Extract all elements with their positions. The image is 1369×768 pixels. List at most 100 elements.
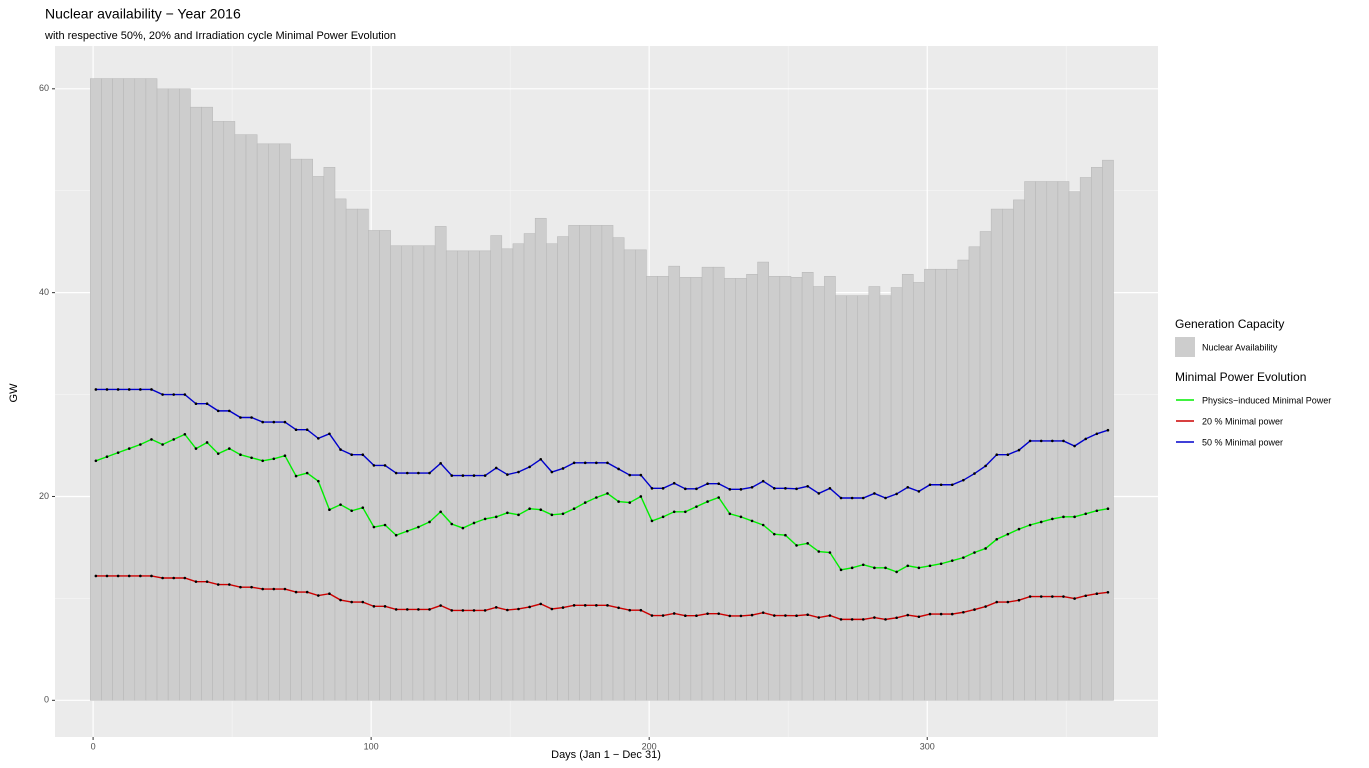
point [672, 481, 676, 485]
y-tick-label: 20 [39, 491, 49, 501]
point [528, 507, 531, 511]
point [606, 604, 609, 607]
point [417, 471, 420, 475]
point [995, 537, 999, 541]
point [672, 612, 676, 615]
point [772, 532, 776, 536]
point [583, 461, 587, 465]
point [283, 420, 287, 424]
point [339, 448, 342, 451]
y-tick-label: 0 [44, 695, 49, 705]
point [394, 608, 398, 611]
point [272, 457, 276, 461]
point [995, 600, 999, 604]
point [172, 438, 176, 441]
point [1039, 595, 1043, 598]
point [494, 606, 498, 609]
point [272, 587, 276, 591]
point [861, 563, 865, 567]
point [205, 441, 209, 444]
point [116, 451, 120, 454]
x-tick-label: 200 [642, 741, 657, 751]
x-tick-label: 100 [364, 741, 379, 751]
point [239, 453, 242, 456]
point [1073, 444, 1076, 448]
point [1006, 532, 1010, 536]
point [317, 479, 320, 483]
point [572, 461, 576, 465]
point [561, 512, 565, 516]
point [873, 492, 876, 495]
point [639, 495, 643, 498]
point [550, 607, 554, 611]
point [250, 416, 253, 419]
point [350, 600, 353, 604]
point [917, 490, 921, 493]
point [461, 609, 465, 612]
point [839, 496, 843, 500]
point [261, 420, 264, 424]
point [439, 510, 442, 514]
point [472, 609, 476, 612]
point [1095, 509, 1099, 513]
point [695, 505, 698, 508]
point [606, 492, 609, 495]
point [661, 515, 665, 519]
point [305, 471, 309, 475]
point [116, 388, 120, 391]
point [272, 420, 276, 424]
point [739, 515, 743, 519]
point [906, 486, 910, 489]
point [595, 496, 598, 499]
point [750, 486, 754, 489]
point [372, 525, 376, 529]
point [172, 393, 176, 396]
point [1095, 592, 1099, 596]
point [228, 409, 231, 413]
point [550, 513, 554, 517]
point [472, 474, 476, 477]
x-axis-label: Days (Jan 1 − Dec 31) [551, 749, 661, 761]
point [761, 611, 765, 614]
point [361, 600, 365, 604]
point [261, 587, 264, 591]
point [405, 608, 409, 611]
point [350, 509, 353, 513]
point [150, 574, 153, 578]
point [795, 544, 798, 547]
point [483, 609, 487, 612]
point [1051, 595, 1054, 598]
point [772, 614, 776, 617]
point [105, 388, 109, 391]
legend-key [1175, 337, 1195, 357]
point [239, 416, 242, 419]
point [984, 464, 987, 468]
point [784, 533, 787, 537]
point [339, 598, 342, 602]
point [1062, 439, 1065, 443]
point [817, 492, 821, 495]
point [383, 464, 387, 467]
point [628, 473, 632, 477]
point [205, 402, 209, 406]
point [283, 454, 287, 458]
point [150, 388, 153, 391]
point [639, 473, 643, 477]
point [105, 574, 109, 578]
point [650, 519, 654, 523]
point [294, 474, 298, 478]
point [150, 438, 153, 441]
point [483, 474, 487, 477]
point [305, 590, 309, 594]
point [1028, 439, 1032, 443]
point [928, 483, 932, 487]
point [250, 585, 253, 589]
point [328, 592, 331, 596]
point [962, 610, 965, 614]
point [405, 529, 409, 533]
point [817, 550, 821, 553]
legend-title: Generation Capacity [1175, 317, 1284, 331]
point [695, 487, 698, 491]
point [439, 604, 442, 607]
point [506, 608, 509, 612]
